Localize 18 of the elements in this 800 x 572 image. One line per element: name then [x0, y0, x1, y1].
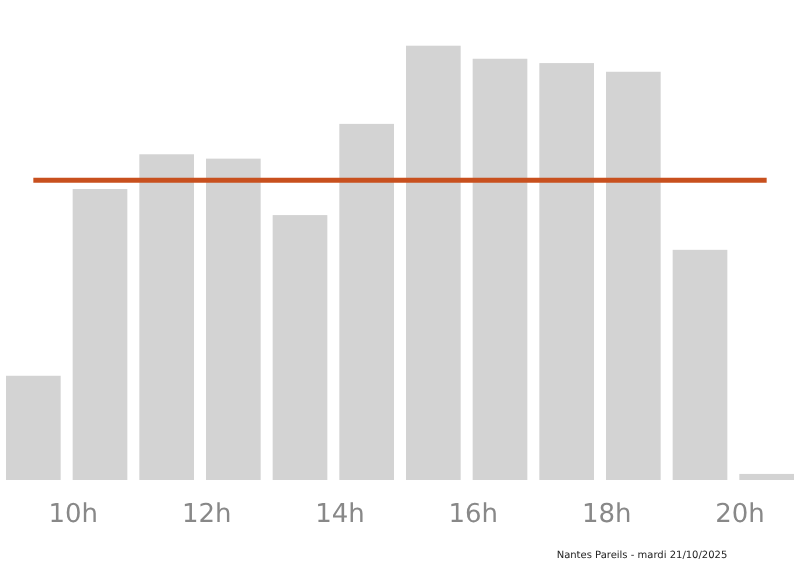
- bar: [739, 473, 794, 480]
- bar: [406, 45, 461, 480]
- x-tick-label: 20h: [715, 500, 765, 530]
- x-tick-label: 16h: [448, 500, 499, 530]
- bar: [539, 63, 594, 480]
- bar: [6, 375, 61, 480]
- bar: [339, 123, 394, 480]
- bar: [606, 71, 661, 480]
- bar: [672, 249, 728, 480]
- bar: [472, 58, 528, 480]
- x-tick-label: 14h: [315, 500, 365, 530]
- bar: [139, 154, 194, 480]
- x-tick-label: 10h: [48, 500, 99, 530]
- x-tick-label: 18h: [581, 500, 632, 530]
- bar: [272, 215, 328, 480]
- bar: [206, 158, 261, 480]
- bar: [72, 189, 128, 480]
- x-tick-label: 12h: [181, 500, 232, 530]
